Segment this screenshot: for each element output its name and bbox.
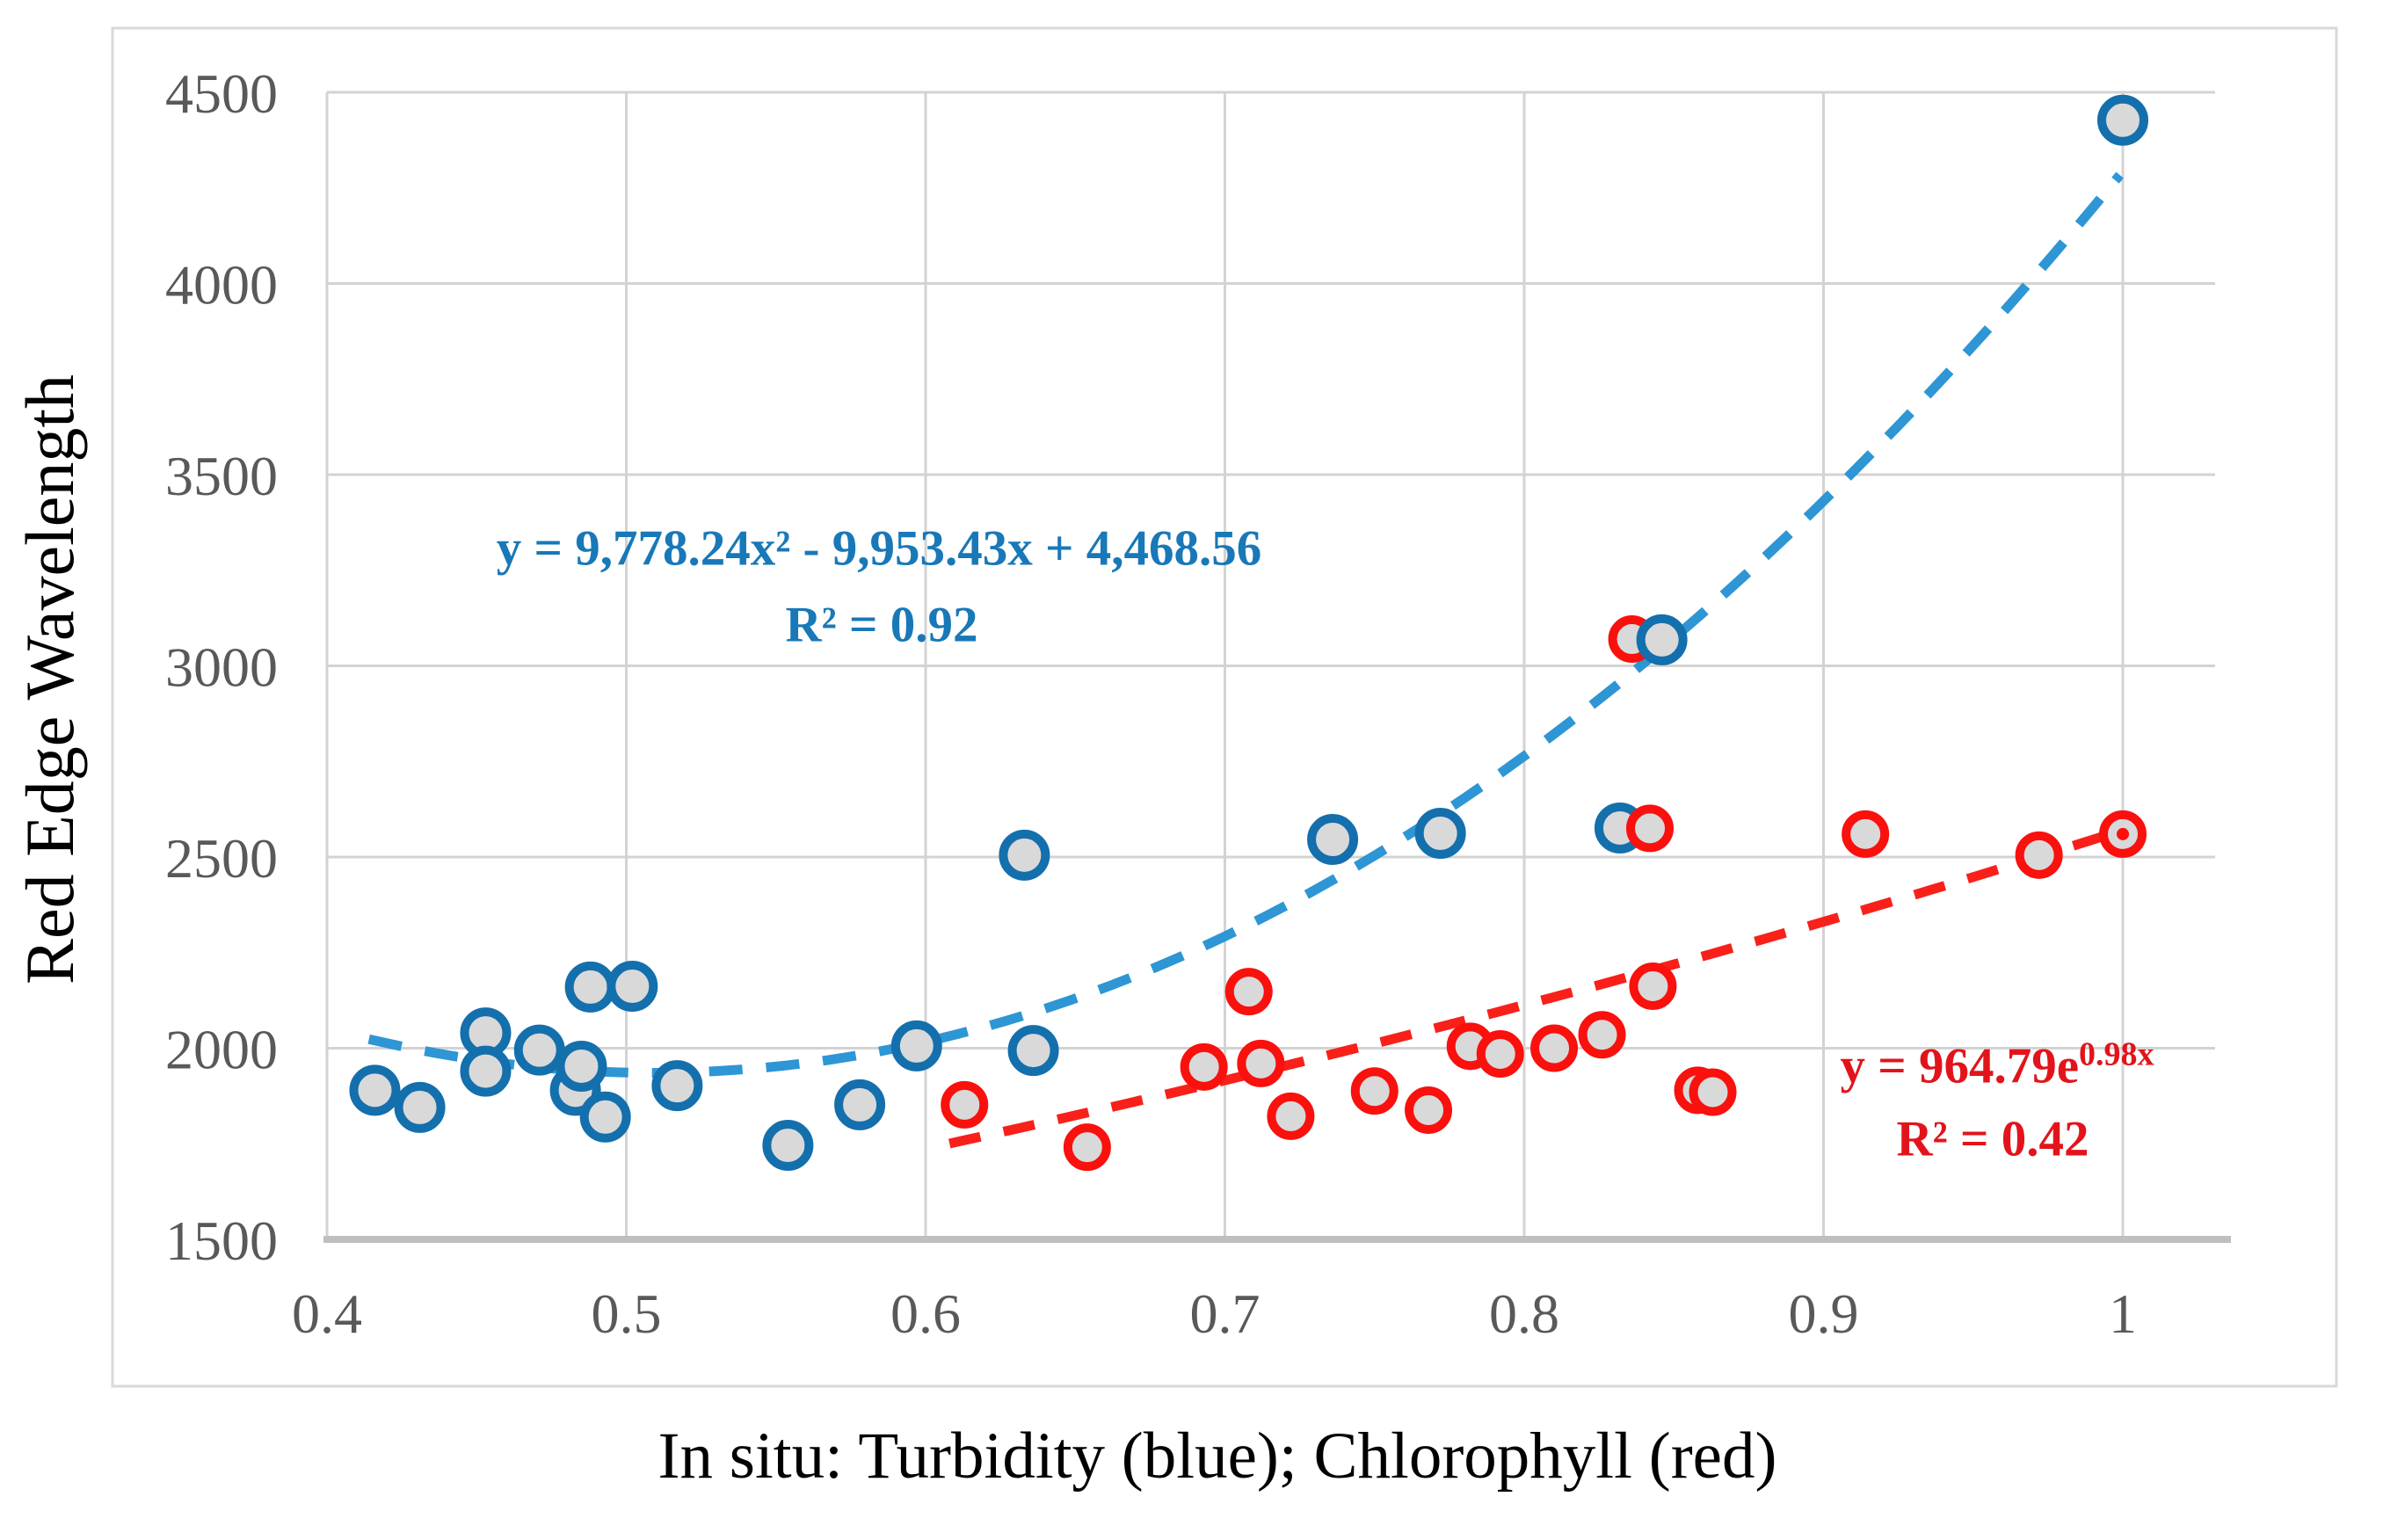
x-tick-label: 0.4 xyxy=(292,1282,362,1345)
chlorophyll-point xyxy=(1224,968,1273,1016)
chlorophyll-point xyxy=(1629,962,1677,1011)
chlorophyll-point xyxy=(1237,1039,1285,1087)
y-tick-label: 4000 xyxy=(165,254,278,316)
turbidity-point xyxy=(1007,1025,1059,1077)
chlorophyll-point-center-dot xyxy=(2117,827,2129,840)
turbidity-point xyxy=(762,1119,814,1171)
chlorophyll-point xyxy=(2015,831,2063,879)
chlorophyll-point xyxy=(941,1080,989,1129)
chlorophyll-point xyxy=(1842,810,1890,858)
x-axis-title: In situ: Turbidity (blue); Chlorophyll (… xyxy=(658,1420,1777,1493)
y-tick-label: 2000 xyxy=(165,1019,278,1081)
y-tick-label: 1500 xyxy=(165,1209,278,1272)
turbidity-point xyxy=(513,1024,565,1076)
chlorophyll-point xyxy=(1180,1042,1228,1091)
chlorophyll-point xyxy=(1626,804,1675,853)
red-trendline xyxy=(948,825,2125,1149)
turbidity-point xyxy=(1307,813,1359,865)
turbidity-point xyxy=(607,961,658,1013)
red-trend-equation: y = 964.79e0.98x xyxy=(1840,1035,2154,1095)
chlorophyll-point xyxy=(1689,1068,1737,1116)
y-tick-label: 3000 xyxy=(165,636,278,699)
y-axis-title: Red Edge Wavelength xyxy=(11,374,88,985)
turbidity-point xyxy=(890,1020,942,1071)
x-tick-label: 1 xyxy=(2109,1282,2137,1345)
chlorophyll-point xyxy=(1530,1024,1579,1072)
chlorophyll-point xyxy=(1350,1067,1399,1115)
turbidity-point xyxy=(394,1081,446,1133)
y-tick-label: 2500 xyxy=(165,827,278,890)
chlorophyll-point xyxy=(1063,1123,1111,1172)
x-tick-label: 0.8 xyxy=(1489,1282,1559,1345)
turbidity-point xyxy=(651,1060,703,1112)
red-trend-r2: R² = 0.42 xyxy=(1896,1111,2089,1167)
turbidity-point xyxy=(834,1079,886,1130)
chlorophyll-point xyxy=(1578,1011,1626,1059)
red-equation-base: y = 964.79e xyxy=(1840,1038,2080,1094)
turbidity-point xyxy=(2097,94,2148,146)
chlorophyll-point xyxy=(1267,1092,1315,1140)
x-tick-label: 0.5 xyxy=(592,1282,662,1345)
turbidity-point xyxy=(556,1040,607,1092)
turbidity-point xyxy=(1414,808,1466,860)
red-equation-exponent: 0.98x xyxy=(2079,1035,2154,1073)
blue-trend-equation: y = 9,778.24x² - 9,953.43x + 4,468.56 xyxy=(496,520,1262,577)
turbidity-point xyxy=(999,829,1050,881)
turbidity-point xyxy=(349,1064,401,1116)
turbidity-point xyxy=(1636,614,1688,665)
x-tick-label: 0.9 xyxy=(1789,1282,1859,1345)
y-tick-label: 4500 xyxy=(165,62,278,125)
chlorophyll-point xyxy=(1476,1030,1524,1079)
blue-trend-r2: R² = 0.92 xyxy=(785,597,978,653)
turbidity-point xyxy=(460,1045,512,1097)
chlorophyll-point xyxy=(1405,1086,1453,1134)
x-tick-label: 0.6 xyxy=(890,1282,961,1345)
y-tick-label: 3500 xyxy=(165,445,278,507)
turbidity-point xyxy=(579,1091,631,1143)
turbidity-point xyxy=(564,961,616,1013)
x-tick-label: 0.7 xyxy=(1190,1282,1261,1345)
